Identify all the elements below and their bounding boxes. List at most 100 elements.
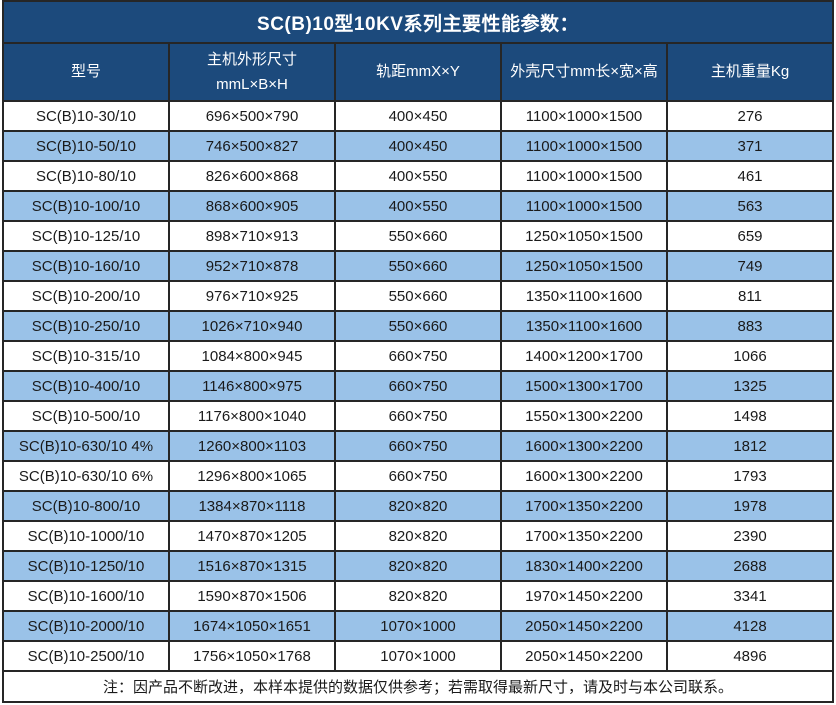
cell-rail-distance: 550×660 bbox=[334, 280, 502, 312]
cell-weight: 2390 bbox=[666, 520, 834, 552]
cell-shell-size: 1830×1400×2200 bbox=[500, 550, 668, 582]
header-cell-rail-distance: 轨距mmX×Y bbox=[334, 42, 502, 102]
cell-weight: 371 bbox=[666, 130, 834, 162]
cell-rail-distance: 400×450 bbox=[334, 100, 502, 132]
cell-shell-size: 1700×1350×2200 bbox=[500, 520, 668, 552]
cell-weight: 1325 bbox=[666, 370, 834, 402]
table-row: SC(B)10-50/10 746×500×827 400×450 1100×1000… bbox=[2, 130, 834, 162]
cell-shell-size: 1600×1300×2200 bbox=[500, 430, 668, 462]
header-cell-model: 型号 bbox=[2, 42, 170, 102]
cell-shell-size: 1100×1000×1500 bbox=[500, 100, 668, 132]
table-row: SC(B)10-400/10 1146×800×975 660×750 1500×13… bbox=[2, 370, 834, 402]
cell-rail-distance: 550×660 bbox=[334, 250, 502, 282]
header-label: 主机外形尺寸 bbox=[206, 50, 297, 68]
cell-shell-size: 1500×1300×1700 bbox=[500, 370, 668, 402]
cell-weight: 749 bbox=[666, 250, 834, 282]
cell-weight: 563 bbox=[666, 190, 834, 222]
cell-model: SC(B)10-125/10 bbox=[2, 220, 170, 252]
cell-shell-size: 1970×1450×2200 bbox=[500, 580, 668, 612]
table-row: SC(B)10-250/10 1026×710×940 550×660 1350×11… bbox=[2, 310, 834, 342]
table-row: SC(B)10-800/10 1384×870×1118 820×820 1700×1… bbox=[2, 490, 834, 522]
cell-weight: 3341 bbox=[666, 580, 834, 612]
cell-rail-distance: 660×750 bbox=[334, 430, 502, 462]
cell-weight: 811 bbox=[666, 280, 834, 312]
cell-model: SC(B)10-500/10 bbox=[2, 400, 170, 432]
cell-shell-size: 1250×1050×1500 bbox=[500, 220, 668, 252]
cell-rail-distance: 820×820 bbox=[334, 520, 502, 552]
cell-rail-distance: 400×550 bbox=[334, 160, 502, 192]
table-row: SC(B)10-125/10 898×710×913 550×660 1250×105… bbox=[2, 220, 834, 252]
cell-model: SC(B)10-200/10 bbox=[2, 280, 170, 312]
cell-rail-distance: 550×660 bbox=[334, 310, 502, 342]
table-row: SC(B)10-80/10 826×600×868 400×550 1100×1000… bbox=[2, 160, 834, 192]
cell-weight: 1066 bbox=[666, 340, 834, 372]
cell-rail-distance: 400×550 bbox=[334, 190, 502, 222]
cell-shell-size: 1350×1100×1600 bbox=[500, 280, 668, 312]
cell-shell-size: 2050×1450×2200 bbox=[500, 640, 668, 672]
table-row: SC(B)10-30/10 696×500×790 400×450 1100×1000… bbox=[2, 100, 834, 132]
cell-shell-size: 1400×1200×1700 bbox=[500, 340, 668, 372]
cell-model: SC(B)10-2000/10 bbox=[2, 610, 170, 642]
cell-weight: 276 bbox=[666, 100, 834, 132]
header-row: 型号 主机外形尺寸 mmL×B×H 轨距mmX×Y 外壳尺寸mm长×宽×高 主机… bbox=[2, 42, 834, 102]
cell-main-dimensions: 1026×710×940 bbox=[168, 310, 336, 342]
cell-rail-distance: 820×820 bbox=[334, 580, 502, 612]
cell-model: SC(B)10-160/10 bbox=[2, 250, 170, 282]
cell-main-dimensions: 868×600×905 bbox=[168, 190, 336, 222]
cell-main-dimensions: 1756×1050×1768 bbox=[168, 640, 336, 672]
cell-model: SC(B)10-630/10 4% bbox=[2, 430, 170, 462]
cell-weight: 1498 bbox=[666, 400, 834, 432]
cell-weight: 1978 bbox=[666, 490, 834, 522]
table-row: SC(B)10-630/10 6% 1296×800×1065 660×750 160… bbox=[2, 460, 834, 492]
table-row: SC(B)10-1250/10 1516×870×1315 820×820 1830×… bbox=[2, 550, 834, 582]
cell-main-dimensions: 1516×870×1315 bbox=[168, 550, 336, 582]
cell-rail-distance: 660×750 bbox=[334, 370, 502, 402]
table-row: SC(B)10-1600/10 1590×870×1506 820×820 1970×… bbox=[2, 580, 834, 612]
cell-model: SC(B)10-400/10 bbox=[2, 370, 170, 402]
cell-model: SC(B)10-100/10 bbox=[2, 190, 170, 222]
cell-main-dimensions: 696×500×790 bbox=[168, 100, 336, 132]
cell-rail-distance: 820×820 bbox=[334, 550, 502, 582]
cell-shell-size: 1100×1000×1500 bbox=[500, 160, 668, 192]
cell-main-dimensions: 826×600×868 bbox=[168, 160, 336, 192]
table-row: SC(B)10-630/10 4% 1260×800×1103 660×750 160… bbox=[2, 430, 834, 462]
cell-rail-distance: 1070×1000 bbox=[334, 640, 502, 672]
cell-model: SC(B)10-2500/10 bbox=[2, 640, 170, 672]
cell-model: SC(B)10-1250/10 bbox=[2, 550, 170, 582]
cell-model: SC(B)10-1000/10 bbox=[2, 520, 170, 552]
cell-weight: 1812 bbox=[666, 430, 834, 462]
cell-main-dimensions: 1470×870×1205 bbox=[168, 520, 336, 552]
cell-model: SC(B)10-50/10 bbox=[2, 130, 170, 162]
cell-shell-size: 1250×1050×1500 bbox=[500, 250, 668, 282]
cell-rail-distance: 660×750 bbox=[334, 460, 502, 492]
cell-rail-distance: 660×750 bbox=[334, 340, 502, 372]
table-row: SC(B)10-100/10 868×600×905 400×550 1100×100… bbox=[2, 190, 834, 222]
header-label: 外壳尺寸mm长×宽×高 bbox=[510, 63, 658, 81]
header-label: 型号 bbox=[70, 63, 101, 81]
header-label: 轨距mmX×Y bbox=[376, 63, 460, 81]
header-cell-main-dimensions: 主机外形尺寸 mmL×B×H bbox=[168, 42, 336, 102]
cell-shell-size: 1100×1000×1500 bbox=[500, 190, 668, 222]
cell-shell-size: 1100×1000×1500 bbox=[500, 130, 668, 162]
cell-shell-size: 1700×1350×2200 bbox=[500, 490, 668, 522]
cell-main-dimensions: 976×710×925 bbox=[168, 280, 336, 312]
cell-rail-distance: 550×660 bbox=[334, 220, 502, 252]
cell-main-dimensions: 1146×800×975 bbox=[168, 370, 336, 402]
cell-shell-size: 1600×1300×2200 bbox=[500, 460, 668, 492]
cell-rail-distance: 820×820 bbox=[334, 490, 502, 522]
page-title: SC(B)10型10KV系列主要性能参数： bbox=[2, 0, 834, 44]
table-row: SC(B)10-200/10 976×710×925 550×660 1350×110… bbox=[2, 280, 834, 312]
cell-weight: 4896 bbox=[666, 640, 834, 672]
table-row: SC(B)10-160/10 952×710×878 550×660 1250×105… bbox=[2, 250, 834, 282]
cell-main-dimensions: 952×710×878 bbox=[168, 250, 336, 282]
cell-weight: 1793 bbox=[666, 460, 834, 492]
cell-main-dimensions: 1260×800×1103 bbox=[168, 430, 336, 462]
cell-model: SC(B)10-1600/10 bbox=[2, 580, 170, 612]
table-row: SC(B)10-500/10 1176×800×1040 660×750 1550×1… bbox=[2, 400, 834, 432]
header-cell-shell-size: 外壳尺寸mm长×宽×高 bbox=[500, 42, 668, 102]
cell-model: SC(B)10-800/10 bbox=[2, 490, 170, 522]
header-cell-weight: 主机重量Kg bbox=[666, 42, 834, 102]
cell-rail-distance: 400×450 bbox=[334, 130, 502, 162]
cell-shell-size: 2050×1450×2200 bbox=[500, 610, 668, 642]
